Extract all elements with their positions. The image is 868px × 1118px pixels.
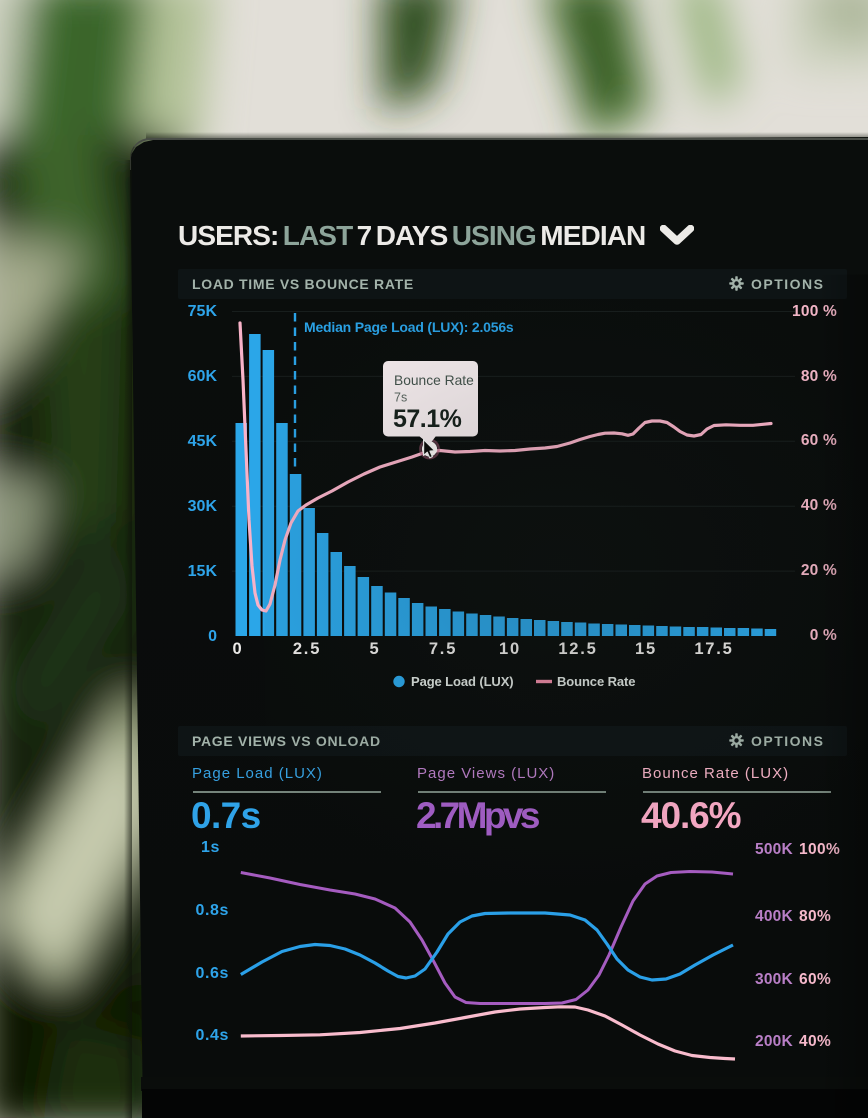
svg-text:7s: 7s [394, 391, 407, 405]
svg-text:Bounce Rate: Bounce Rate [394, 373, 474, 388]
svg-text:57.1%: 57.1% [393, 405, 462, 433]
